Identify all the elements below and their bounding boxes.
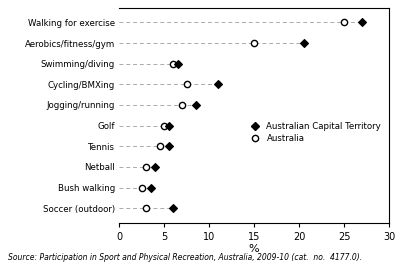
X-axis label: %: % — [249, 244, 259, 254]
Legend: Australian Capital Territory, Australia: Australian Capital Territory, Australia — [246, 121, 382, 144]
Text: Source: Participation in Sport and Physical Recreation, Australia, 2009-10 (cat.: Source: Participation in Sport and Physi… — [8, 253, 362, 262]
